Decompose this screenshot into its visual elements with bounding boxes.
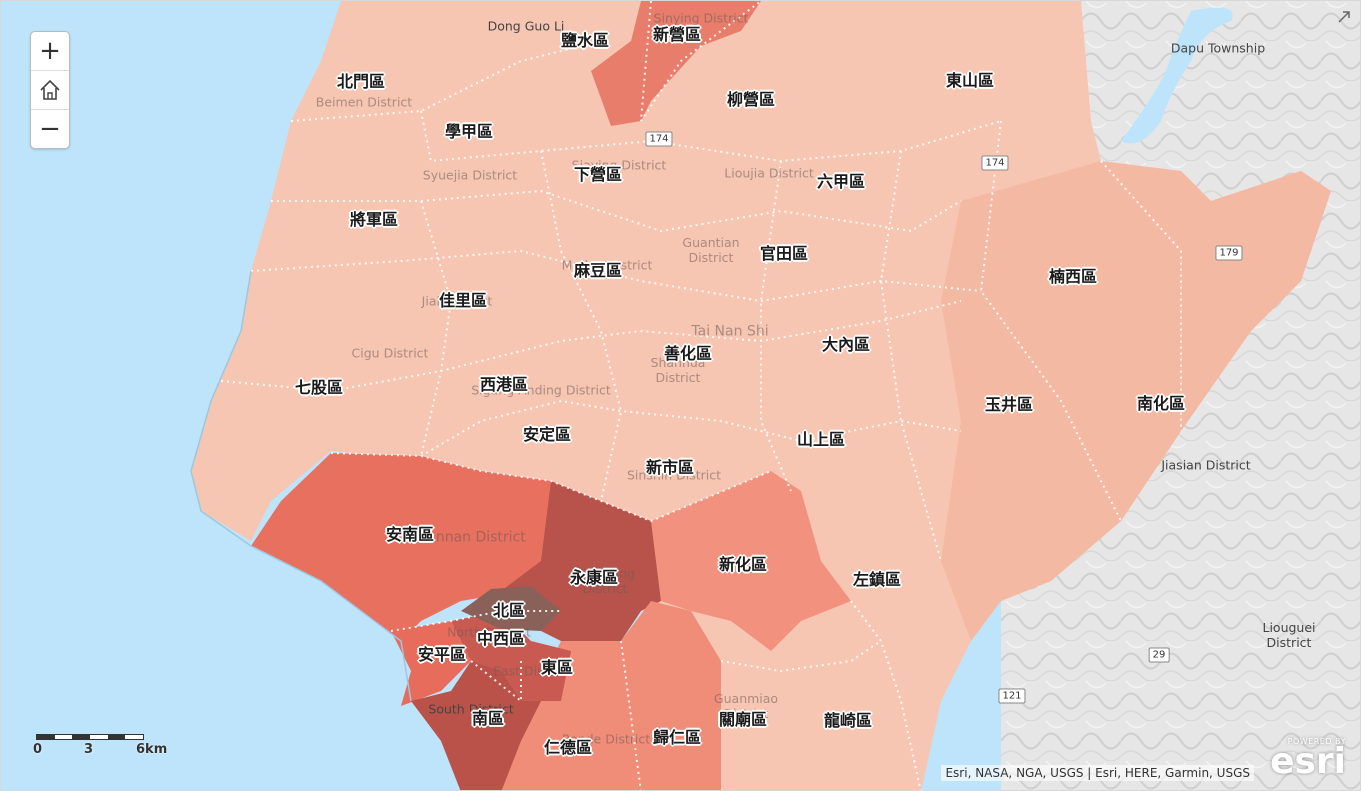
district-label-shanhua[interactable]: 善化區 [663, 344, 713, 363]
attribution[interactable]: Esri, NASA, NGA, USGS | Esri, HERE, Garm… [941, 765, 1254, 781]
district-boundaries [220, 1, 1182, 790]
region-north [461, 586, 561, 631]
district-label-yanshui[interactable]: 鹽水區 [560, 31, 610, 50]
district-label-xigang[interactable]: 西港區 [479, 375, 529, 394]
district-label-xinshi[interactable]: 新市區 [645, 458, 695, 477]
district-label-anding[interactable]: 安定區 [522, 425, 572, 444]
zoom-controls: + − [30, 31, 70, 149]
basemap-label: Sinying District [653, 10, 749, 26]
basemap-label: Madou District [561, 257, 653, 273]
basemap-label: Sinshih District [626, 467, 722, 483]
district-label-liuying[interactable]: 柳營區 [726, 90, 776, 109]
region-central-east [451, 611, 571, 701]
basemap-label: Siaying District [571, 157, 667, 173]
district-label-zuozhen[interactable]: 左鎮區 [852, 570, 902, 589]
basemap-label: North District [447, 624, 531, 640]
expand-icon[interactable] [1336, 9, 1352, 25]
basemap-label: Shanhua District [650, 355, 706, 385]
district-label-longqi[interactable]: 龍崎區 [823, 711, 873, 730]
district-label-danei[interactable]: 大內區 [821, 335, 871, 354]
reservoir [1121, 7, 1233, 144]
basemap-label: Annan District [426, 529, 526, 546]
basemap-label: Rende District [561, 731, 651, 747]
district-label-qigu[interactable]: 七股區 [294, 378, 344, 397]
coastline [190, 270, 412, 702]
zoom-out-button[interactable]: − [39, 114, 61, 144]
district-label-guanmiao[interactable]: 關廟區 [718, 710, 768, 729]
district-label-jiangjun[interactable]: 將軍區 [349, 210, 399, 229]
basemap-label: Dapu Township [1170, 40, 1266, 56]
district-label-jiali[interactable]: 佳里區 [438, 291, 488, 310]
district-label-south[interactable]: 南區 [471, 709, 505, 728]
region-xinying [591, 1, 761, 126]
road-shield: 174 [645, 131, 673, 147]
district-label-guiren[interactable]: 歸仁區 [652, 728, 702, 747]
road-shield: 179 [1215, 245, 1243, 261]
district-label-north[interactable]: 北區 [492, 601, 526, 620]
esri-logo[interactable]: POWERED BY esri [1270, 737, 1346, 782]
basemap-label: Syuejia District [422, 167, 518, 183]
road-shield: 121 [998, 688, 1026, 704]
scale-tick: 6km [136, 742, 168, 757]
road-shield: 174 [981, 155, 1009, 171]
basemap-label: Tai Nan Shi [691, 323, 769, 340]
district-label-beimen[interactable]: 北門區 [336, 72, 386, 91]
basemap-label: East District [493, 663, 569, 679]
basemap-label: Liouguei District [1262, 620, 1316, 650]
district-label-nanxi[interactable]: 楠西區 [1048, 267, 1098, 286]
basemap-label: Yongkang District [574, 566, 636, 596]
district-label-rende[interactable]: 仁德區 [543, 738, 593, 757]
region-rende-guiren [501, 601, 721, 790]
district-label-westcentral[interactable]: 中西區 [476, 629, 526, 648]
district-label-madou[interactable]: 麻豆區 [573, 261, 623, 280]
district-label-dongshan[interactable]: 東山區 [945, 71, 995, 90]
district-label-guantian[interactable]: 官田區 [759, 244, 809, 263]
district-label-yongkang[interactable]: 永康區 [569, 568, 619, 587]
district-label-east[interactable]: 東區 [540, 658, 574, 677]
district-label-xinhua[interactable]: 新化區 [718, 555, 768, 574]
basemap-label: South District [428, 701, 514, 717]
home-icon [40, 79, 60, 100]
district-label-anping[interactable]: 安平區 [417, 645, 467, 664]
basemap-label: Guanmiao District [713, 691, 779, 721]
district-label-xiaying[interactable]: 下營區 [573, 165, 623, 184]
district-label-shanshang[interactable]: 山上區 [796, 430, 846, 449]
basemap-label: Jiali District [421, 293, 493, 309]
basemap-label: Cigu District [351, 345, 429, 361]
basemap-label: Lioujia District [724, 165, 814, 181]
district-label-yujing[interactable]: 玉井區 [984, 395, 1034, 414]
region-east [941, 161, 1331, 641]
zoom-in-button[interactable]: + [31, 32, 69, 71]
region-south [411, 661, 541, 790]
powered-by-label: POWERED BY [1287, 737, 1346, 746]
esri-wordmark: esri [1270, 741, 1346, 782]
scale-tick: 3 [84, 742, 94, 757]
region-anping [391, 621, 471, 706]
region-xinhua [651, 471, 851, 651]
basemap-label: Jiasian District [1161, 457, 1251, 473]
home-button[interactable] [31, 71, 69, 110]
district-label-xuejia[interactable]: 學甲區 [444, 122, 494, 141]
basemap-label: Guantian District [682, 235, 740, 265]
basemap-label: Beimen District [315, 94, 413, 110]
road-shield: 29 [1148, 647, 1170, 663]
district-label-xinying[interactable]: 新營區 [652, 25, 702, 44]
scale-tick: 0 [33, 742, 43, 757]
scale-bar: 0 3 6km [33, 734, 167, 757]
basemap-label: Sigang Anding District [471, 382, 611, 398]
district-label-annan[interactable]: 安南區 [385, 525, 435, 544]
scale-bar-graphic [36, 734, 144, 740]
district-label-nanhua[interactable]: 南化區 [1136, 394, 1186, 413]
district-label-liujia[interactable]: 六甲區 [816, 172, 866, 191]
basemap-label: Dong Guo Li [487, 18, 565, 34]
